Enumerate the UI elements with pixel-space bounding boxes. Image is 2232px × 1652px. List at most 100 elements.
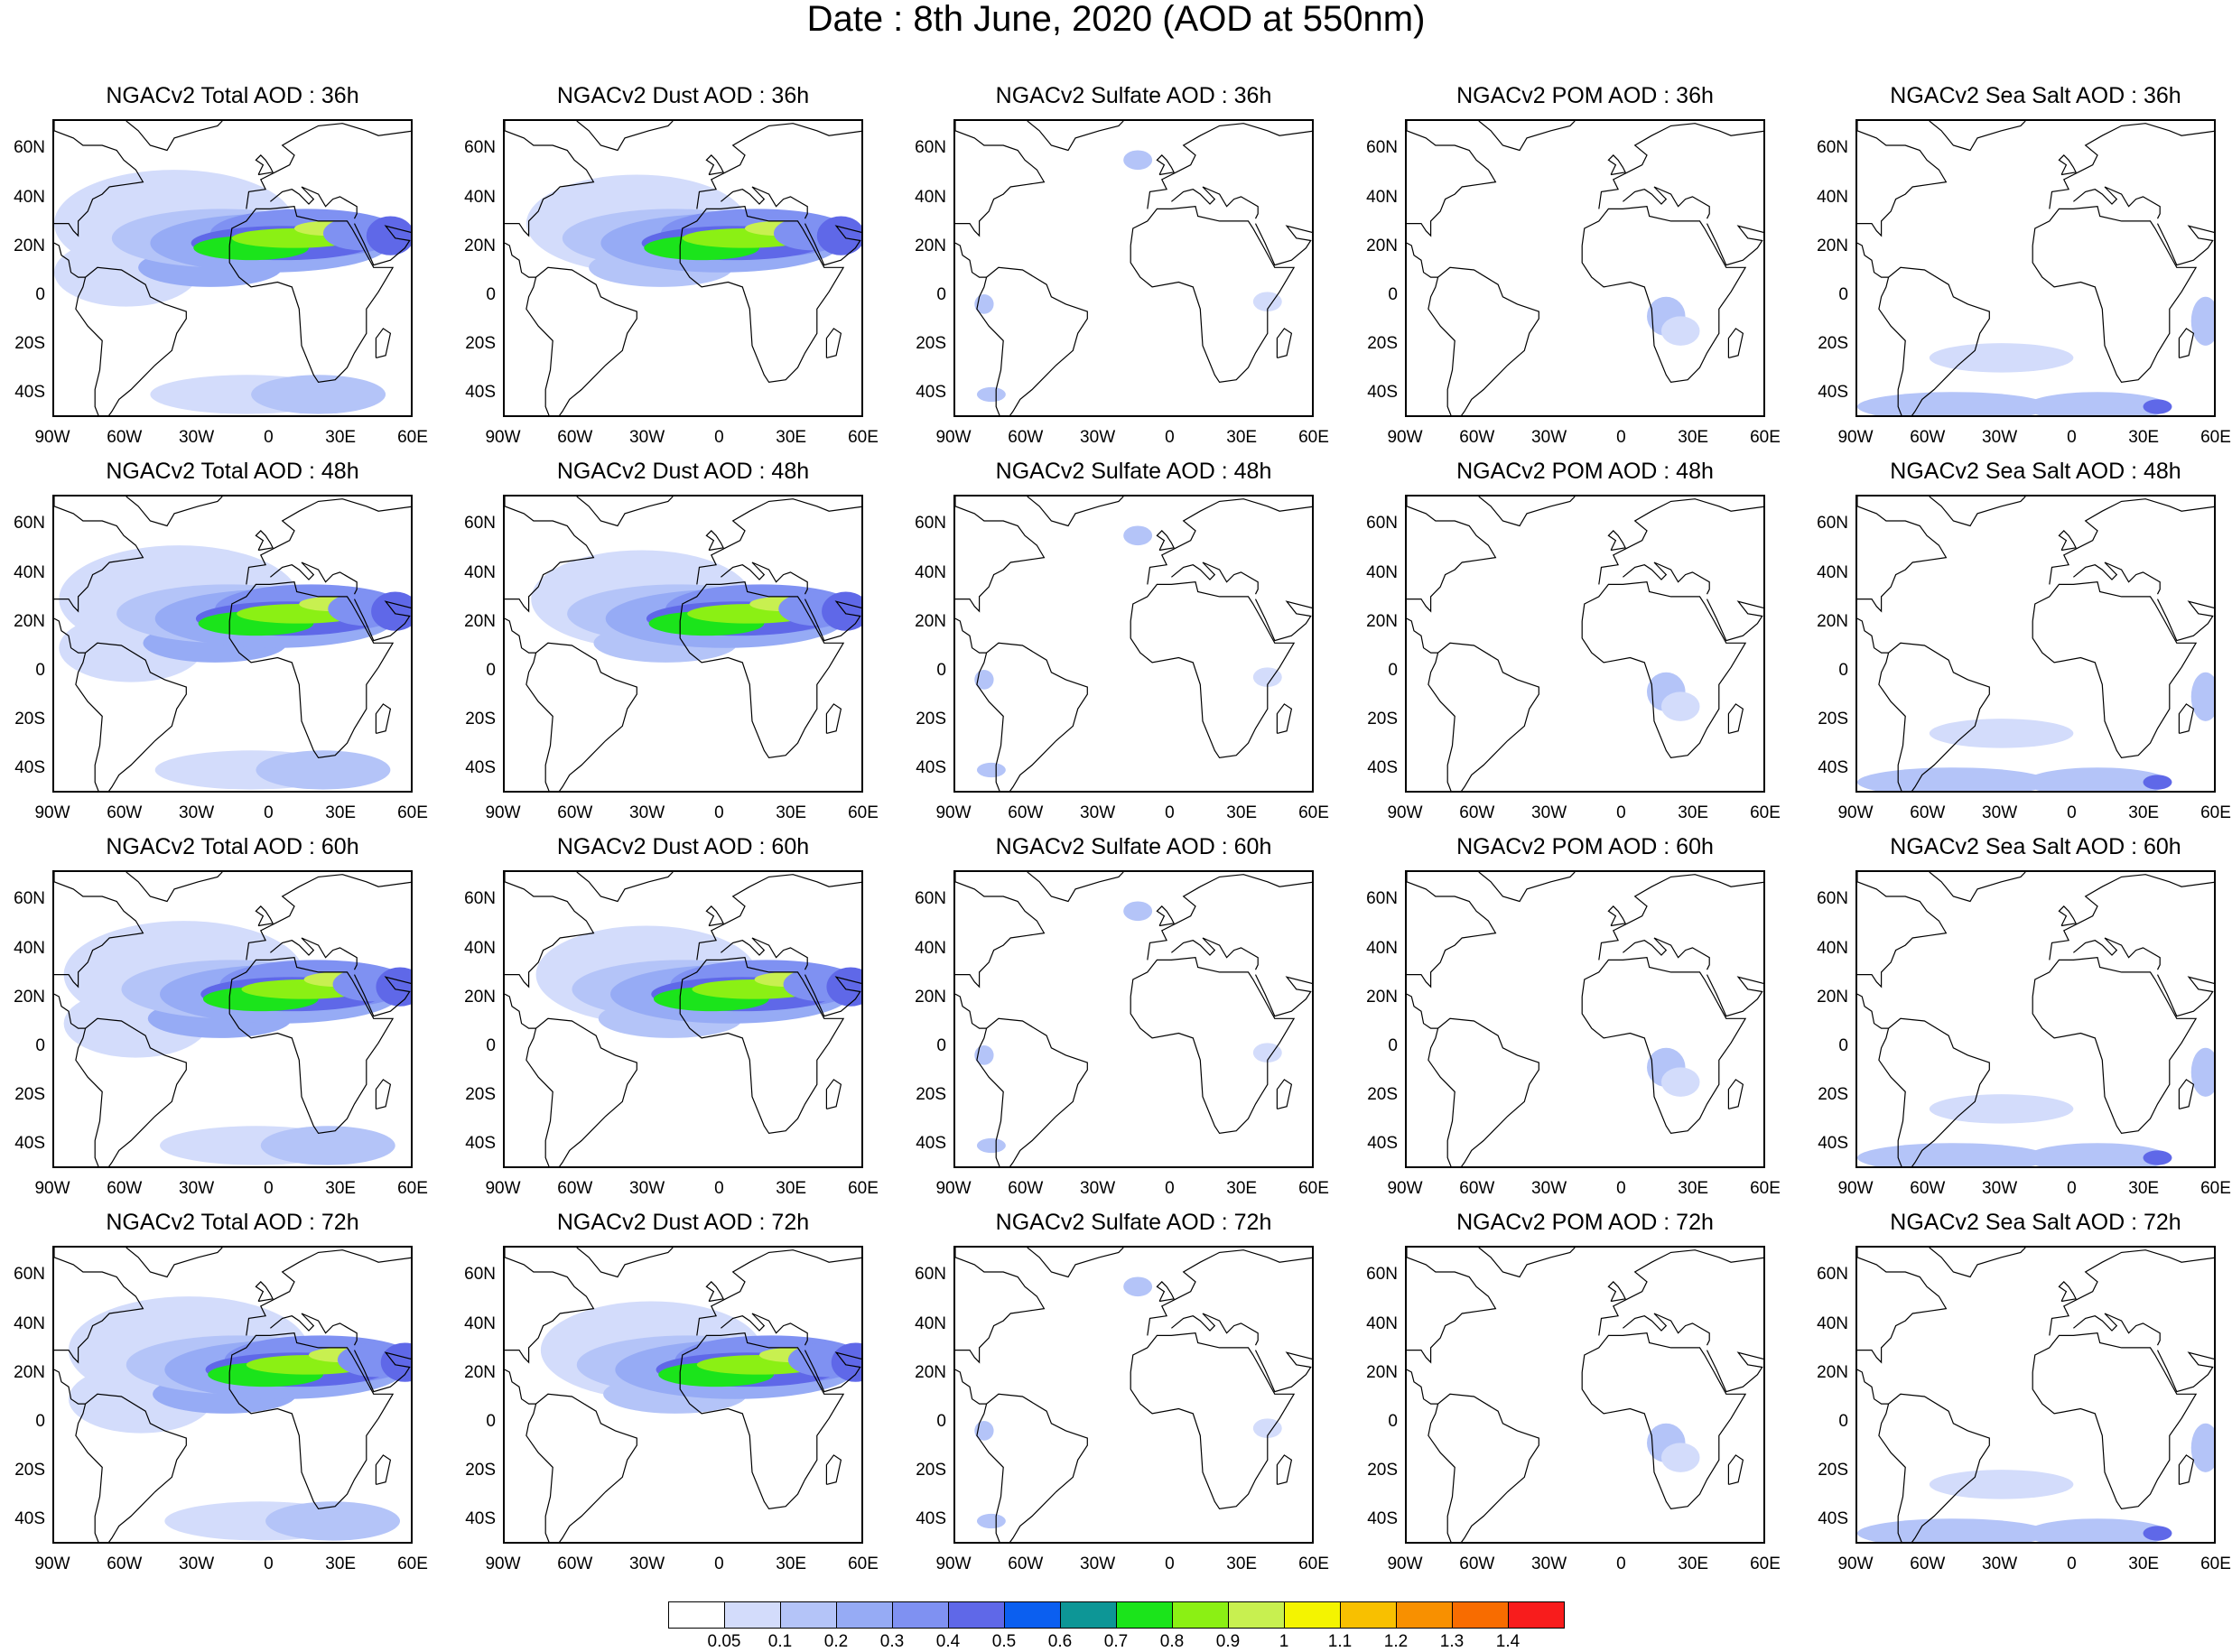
y-tick-label: 60N [14,889,45,909]
coastline-greenland [1929,872,2026,903]
aod-field-4 [2143,775,2172,790]
y-tick-label: 60N [14,138,45,158]
aod-field-3 [256,750,391,790]
coastline-uk [2058,1281,2077,1303]
x-tick-label: 90W [1837,1555,1874,1573]
x-tick-label: 90W [485,1179,521,1198]
coastline-centralAmerica [1857,617,1889,654]
coastline-centralAmerica [54,242,86,278]
colorbar-swatch [1060,1601,1117,1629]
x-tick-label: 0 [714,803,724,822]
coastline-southAmerica [976,1017,1088,1166]
coastline-northAmerica [955,121,1046,237]
coastline-africa [1581,206,1747,384]
map-canvas [1857,497,2214,791]
coastline-arabia [1706,599,1763,642]
x-tick-label: 60E [2200,803,2231,822]
colorbar-swatch [668,1601,725,1629]
x-tick-label: 30E [325,1179,357,1198]
y-tick-label: 60N [1817,889,1848,909]
map-frame [503,1246,863,1544]
coastline-africa [2032,206,2198,384]
x-tick-label: 60W [1459,1179,1495,1198]
coastline-southAmerica [976,642,1088,791]
x-tick-label: 0 [264,1555,274,1573]
map-frame [503,495,863,793]
map-canvas [54,121,411,415]
coastline-arabia [353,974,411,1017]
x-tick-label: 0 [264,428,274,447]
x-tick-label: 90W [34,428,70,447]
y-tick-label: 20S [916,1460,946,1480]
coastline-greenland [576,121,674,152]
x-tick-label: 0 [1165,428,1175,447]
coastline-europe [696,1249,861,1336]
y-tick-label: 40N [14,562,45,582]
aod-field-2 [1929,343,2074,373]
coastline-madagascar [1276,703,1293,734]
x-tick-label: 30E [1678,428,1709,447]
colorbar-label: 0.5 [991,1632,1017,1651]
y-tick-label: 60N [915,514,946,534]
panel-title: NGACv2 Sulfate AOD : 36h [995,83,1272,108]
y-tick-label: 0 [486,284,496,304]
coastline-europe [1147,498,1312,585]
x-tick-label: 0 [1165,1179,1175,1198]
coastline-greenland [576,872,674,903]
x-tick-label: 60E [1298,1179,1329,1198]
y-tick-label: 40S [465,1133,496,1153]
x-tick-label: 60E [1750,803,1781,822]
map-canvas [1857,1248,2214,1542]
x-tick-label: 60W [557,803,593,822]
coastline-arabia [1254,974,1312,1017]
coastline-arabia [2156,974,2214,1017]
x-tick-label: 30W [179,428,215,447]
x-tick-label: 60W [107,1179,143,1198]
x-tick-label: 60E [1750,1179,1781,1198]
y-tick-label: 20S [14,1084,45,1104]
coastline-mediterranean [721,1313,808,1346]
colorbar-swatch [1116,1601,1173,1629]
y-tick-label: 40S [465,1508,496,1528]
coastline-greenland [126,1248,223,1278]
y-tick-label: 60N [14,1265,45,1285]
x-tick-label: 30E [325,428,357,447]
y-tick-label: 40S [916,382,946,402]
y-tick-label: 40N [915,187,946,207]
y-tick-label: 60N [1366,514,1398,534]
colorbar-swatch [1396,1601,1453,1629]
aod-field-0 [1857,392,2050,415]
colorbar-label: 1.2 [1383,1632,1409,1651]
y-tick-label: 20N [464,987,496,1007]
map-frame [52,1246,413,1544]
colorbar-swatch [892,1601,949,1629]
map-frame [1405,1246,1765,1544]
map-frame [953,870,1314,1168]
coastline-greenland [126,121,223,152]
y-tick-label: 0 [486,1411,496,1431]
map-canvas [1407,872,1763,1166]
map-canvas [54,497,411,791]
coastline-madagascar [1276,1454,1293,1485]
x-tick-label: 30W [179,1555,215,1573]
y-tick-label: 20N [464,611,496,631]
x-tick-label: 60W [557,1555,593,1573]
x-tick-label: 30E [1226,1179,1258,1198]
x-tick-label: 60E [397,1179,428,1198]
y-tick-label: 20S [1818,333,1848,353]
x-tick-label: 0 [1616,803,1626,822]
coastline-europe [2049,874,2214,961]
figure-title: Date : 8th June, 2020 (AOD at 550nm) [806,0,1426,39]
x-tick-label: 60W [1910,1179,1946,1198]
colorbar-swatch [1452,1601,1509,1629]
x-tick-label: 30E [1678,1555,1709,1573]
coastline-mediterranean [1623,186,1710,219]
coastline-southAmerica [525,266,637,415]
coastline-southAmerica [1428,642,1539,791]
coastline-madagascar [375,328,392,358]
coastline-arabia [804,1350,861,1393]
coastline-arabia [2156,223,2214,266]
coastline-mediterranean [270,937,358,970]
coastline-centralAmerica [955,617,987,654]
coastline-europe [696,498,861,585]
